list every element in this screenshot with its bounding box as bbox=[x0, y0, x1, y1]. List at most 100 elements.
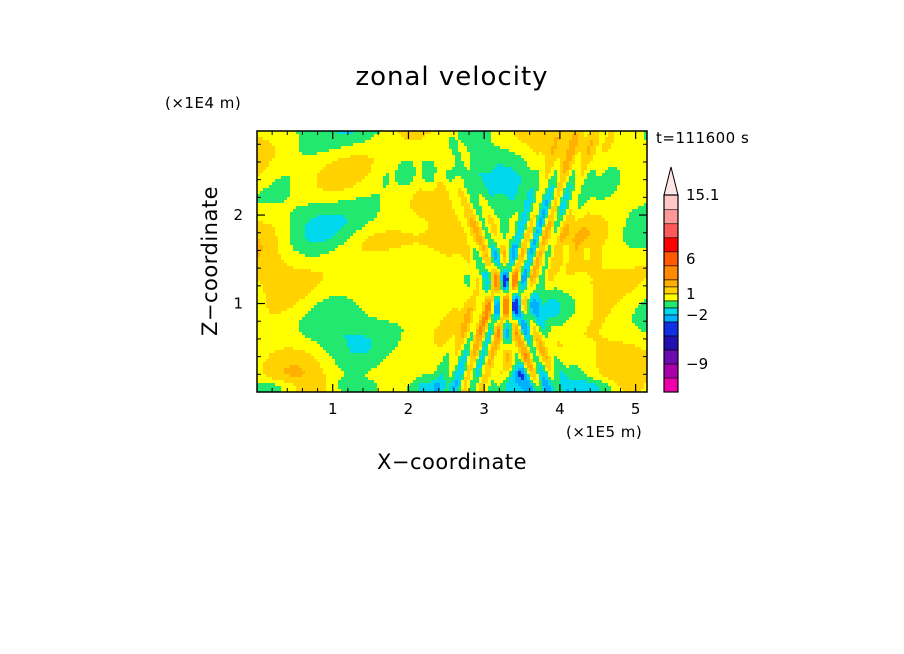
contour-cell bbox=[455, 161, 459, 165]
contour-cell bbox=[359, 155, 363, 159]
contour-cell bbox=[587, 131, 591, 135]
contour-cell bbox=[329, 203, 333, 207]
contour-cell bbox=[479, 146, 483, 150]
contour-cell bbox=[602, 212, 606, 216]
contour-cell bbox=[317, 164, 321, 168]
contour-cell bbox=[512, 143, 516, 147]
contour-cell bbox=[314, 212, 318, 216]
contour-cell bbox=[419, 215, 423, 219]
contour-cell bbox=[503, 230, 507, 234]
contour-cell bbox=[587, 152, 591, 156]
contour-cell bbox=[422, 158, 426, 162]
contour-cell bbox=[605, 164, 609, 168]
contour-cell bbox=[404, 194, 408, 198]
contour-cell bbox=[368, 206, 372, 210]
contour-cell bbox=[506, 143, 510, 147]
contour-cell bbox=[404, 203, 408, 207]
contour-cell bbox=[521, 152, 525, 156]
contour-cell bbox=[590, 224, 594, 228]
contour-cell bbox=[488, 149, 492, 153]
contour-cell bbox=[269, 146, 273, 150]
contour-cell bbox=[413, 179, 417, 183]
contour-cell bbox=[563, 224, 567, 228]
contour-cell bbox=[434, 215, 438, 219]
contour-cell bbox=[260, 143, 264, 147]
contour-cell bbox=[554, 149, 558, 153]
contour-cell bbox=[626, 233, 630, 237]
contour-cell bbox=[500, 185, 504, 189]
contour-cell bbox=[422, 167, 426, 171]
contour-cell bbox=[503, 149, 507, 153]
contour-cell bbox=[395, 185, 399, 189]
contour-cell bbox=[320, 155, 324, 159]
contour-cell bbox=[362, 137, 366, 141]
contour-cell bbox=[578, 167, 582, 171]
contour-cell bbox=[488, 191, 492, 195]
contour-cell bbox=[257, 149, 261, 153]
contour-cell bbox=[326, 179, 330, 183]
contour-cell bbox=[383, 146, 387, 150]
contour-cell bbox=[533, 155, 537, 159]
contour-cell bbox=[344, 134, 348, 138]
contour-cell bbox=[575, 155, 579, 159]
contour-cell bbox=[632, 194, 636, 198]
contour-cell bbox=[470, 146, 474, 150]
contour-cell bbox=[530, 194, 534, 198]
contour-cell bbox=[371, 206, 375, 210]
contour-cell bbox=[617, 227, 621, 231]
contour-cell bbox=[584, 203, 588, 207]
contour-cell bbox=[467, 203, 471, 207]
contour-cell bbox=[290, 167, 294, 171]
contour-cell bbox=[470, 173, 474, 177]
contour-cell bbox=[278, 236, 282, 240]
contour-cell bbox=[611, 155, 615, 159]
contour-cell bbox=[422, 212, 426, 216]
contour-cell bbox=[587, 191, 591, 195]
contour-cell bbox=[536, 134, 540, 138]
contour-cell bbox=[584, 221, 588, 225]
contour-cell bbox=[587, 182, 591, 186]
contour-cell bbox=[347, 167, 351, 171]
contour-cell bbox=[299, 203, 303, 207]
contour-cell bbox=[593, 173, 597, 177]
contour-cell bbox=[356, 149, 360, 153]
contour-cell bbox=[407, 215, 411, 219]
contour-cell bbox=[617, 182, 621, 186]
contour-cell bbox=[614, 197, 618, 201]
contour-cell bbox=[389, 134, 393, 138]
contour-cell bbox=[467, 152, 471, 156]
contour-cell bbox=[398, 182, 402, 186]
contour-cell bbox=[323, 206, 327, 210]
contour-cell bbox=[566, 209, 570, 213]
contour-cell bbox=[506, 209, 510, 213]
contour-cell bbox=[314, 185, 318, 189]
contour-cell bbox=[263, 203, 267, 207]
contour-cell bbox=[461, 185, 465, 189]
contour-cell bbox=[545, 236, 549, 240]
contour-cell bbox=[617, 146, 621, 150]
contour-cell bbox=[278, 191, 282, 195]
contour-cell bbox=[644, 209, 647, 213]
contour-cell bbox=[293, 209, 297, 213]
contour-cell bbox=[629, 233, 633, 237]
contour-cell bbox=[545, 146, 549, 150]
contour-cell bbox=[596, 206, 600, 210]
contour-cell bbox=[323, 203, 327, 207]
contour-cell bbox=[458, 143, 462, 147]
contour-cell bbox=[506, 188, 510, 192]
contour-cell bbox=[608, 167, 612, 171]
contour-cell bbox=[452, 218, 456, 222]
contour-cell bbox=[401, 191, 405, 195]
contour-cell bbox=[593, 230, 597, 234]
contour-cell bbox=[281, 233, 285, 237]
contour-cell bbox=[611, 161, 615, 165]
contour-cell bbox=[638, 167, 642, 171]
contour-cell bbox=[269, 218, 273, 222]
contour-cell bbox=[461, 170, 465, 174]
contour-cell bbox=[542, 149, 546, 153]
contour-cell bbox=[572, 239, 576, 243]
contour-cell bbox=[533, 149, 537, 153]
contour-cell bbox=[500, 173, 504, 177]
contour-cell bbox=[587, 215, 591, 219]
contour-cell bbox=[464, 155, 468, 159]
